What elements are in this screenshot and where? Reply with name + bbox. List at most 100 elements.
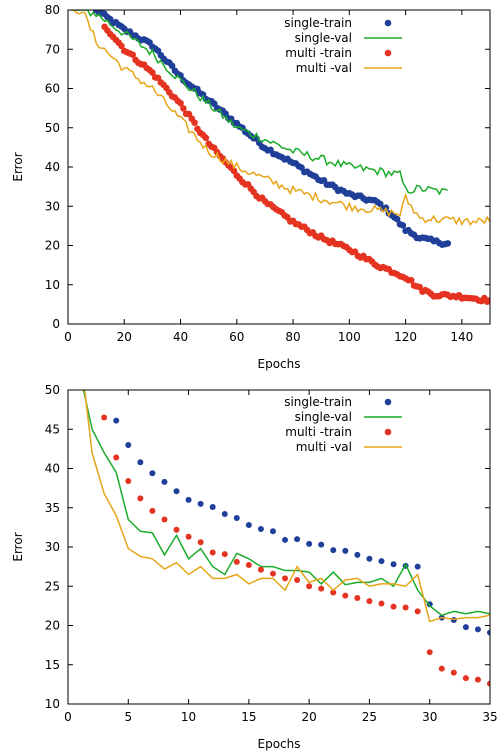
data-point xyxy=(257,525,264,532)
data-point xyxy=(269,570,276,577)
data-point xyxy=(487,629,490,636)
data-point xyxy=(450,669,457,676)
data-point xyxy=(487,680,490,687)
legend-label: single-train xyxy=(284,395,352,409)
data-point xyxy=(230,167,238,175)
data-point xyxy=(125,441,132,448)
data-point xyxy=(366,555,373,562)
y-tick-label: 50 xyxy=(45,383,60,397)
plot-area xyxy=(82,390,490,687)
legend-label: single-val xyxy=(295,410,352,424)
y-tick-label: 10 xyxy=(45,697,60,711)
series-single-train xyxy=(113,417,490,636)
y-tick-label: 15 xyxy=(45,658,60,672)
data-point xyxy=(450,617,457,624)
series-multi-val xyxy=(83,390,490,623)
data-point xyxy=(354,551,361,558)
data-point xyxy=(161,478,168,485)
data-point xyxy=(269,528,276,535)
y-axis-label: Error xyxy=(11,152,25,181)
x-axis-label: Epochs xyxy=(258,357,301,371)
data-point xyxy=(354,595,361,602)
data-point xyxy=(306,583,313,590)
x-tick-label: 40 xyxy=(173,330,188,344)
data-point xyxy=(137,495,144,502)
y-tick-label: 25 xyxy=(45,579,60,593)
legend-label: multi -val xyxy=(296,440,352,454)
y-tick-label: 60 xyxy=(45,82,60,96)
x-tick-label: 5 xyxy=(124,710,132,724)
data-point xyxy=(390,561,397,568)
data-point xyxy=(407,276,415,284)
data-point xyxy=(209,503,216,510)
x-axis-label: Epochs xyxy=(258,737,301,751)
data-point xyxy=(197,500,204,507)
chart-top: 0 20 40 60 80 100 120 140 0 10 20 30 40 50 60 70 80 Epoch… xyxy=(11,3,491,371)
series-line xyxy=(82,390,490,617)
data-point xyxy=(202,134,210,142)
legend-marker xyxy=(384,428,392,436)
data-point xyxy=(438,665,445,672)
series-line xyxy=(70,10,490,227)
data-point xyxy=(233,514,240,521)
y-tick-label: 0 xyxy=(52,317,60,331)
legend-label: multi -val xyxy=(296,61,352,75)
data-point xyxy=(221,511,228,518)
legend-label: multi -train xyxy=(285,425,352,439)
data-point xyxy=(318,585,325,592)
legend-marker xyxy=(384,19,392,27)
data-point xyxy=(173,526,180,533)
data-point xyxy=(318,541,325,548)
data-point xyxy=(486,297,490,304)
x-tick-label: 100 xyxy=(338,330,361,344)
data-point xyxy=(173,488,180,495)
data-point xyxy=(137,459,144,466)
x-tick-label: 20 xyxy=(117,330,132,344)
x-tick-label: 20 xyxy=(302,710,317,724)
data-point xyxy=(161,516,168,523)
legend-label: single-val xyxy=(295,31,352,45)
data-point xyxy=(245,562,252,569)
data-point xyxy=(233,558,240,565)
data-point xyxy=(399,221,407,229)
data-point xyxy=(402,604,409,611)
plot-frame xyxy=(67,9,491,325)
series-single-val xyxy=(82,390,490,617)
data-point xyxy=(191,119,198,126)
chart-bottom: 0 5 10 15 20 25 30 35 10 15 20 25 30 35 40 45 50 Epochs Er… xyxy=(11,383,498,751)
data-point xyxy=(330,547,337,554)
plot-area xyxy=(70,10,490,305)
x-tick-label: 15 xyxy=(241,710,256,724)
legend-label: single-train xyxy=(284,16,352,30)
data-point xyxy=(149,470,156,477)
data-point xyxy=(180,105,187,112)
series-multi-val xyxy=(70,10,490,227)
data-point xyxy=(177,99,184,107)
x-tick-label: 30 xyxy=(422,710,437,724)
data-point xyxy=(330,589,337,596)
data-point xyxy=(462,624,469,631)
y-tick-label: 45 xyxy=(45,422,60,436)
y-axis-label: Error xyxy=(11,532,25,561)
data-point xyxy=(185,496,192,503)
y-tick-label: 40 xyxy=(45,160,60,174)
data-point xyxy=(209,549,216,556)
plot-frame xyxy=(67,389,491,705)
x-tick-label: 25 xyxy=(362,710,377,724)
y-tick-label: 40 xyxy=(45,462,60,476)
data-point xyxy=(342,547,349,554)
data-point xyxy=(366,598,373,605)
data-point xyxy=(414,608,421,615)
data-point xyxy=(149,69,156,76)
x-tick-label: 80 xyxy=(285,330,300,344)
x-tick-label: 10 xyxy=(181,710,196,724)
series-multi-train xyxy=(101,414,490,687)
series-line xyxy=(83,390,490,623)
data-point xyxy=(168,62,176,70)
x-tick-label: 140 xyxy=(450,330,473,344)
y-tick-label: 20 xyxy=(45,239,60,253)
data-point xyxy=(282,575,289,582)
y-tick-label: 30 xyxy=(45,199,60,213)
